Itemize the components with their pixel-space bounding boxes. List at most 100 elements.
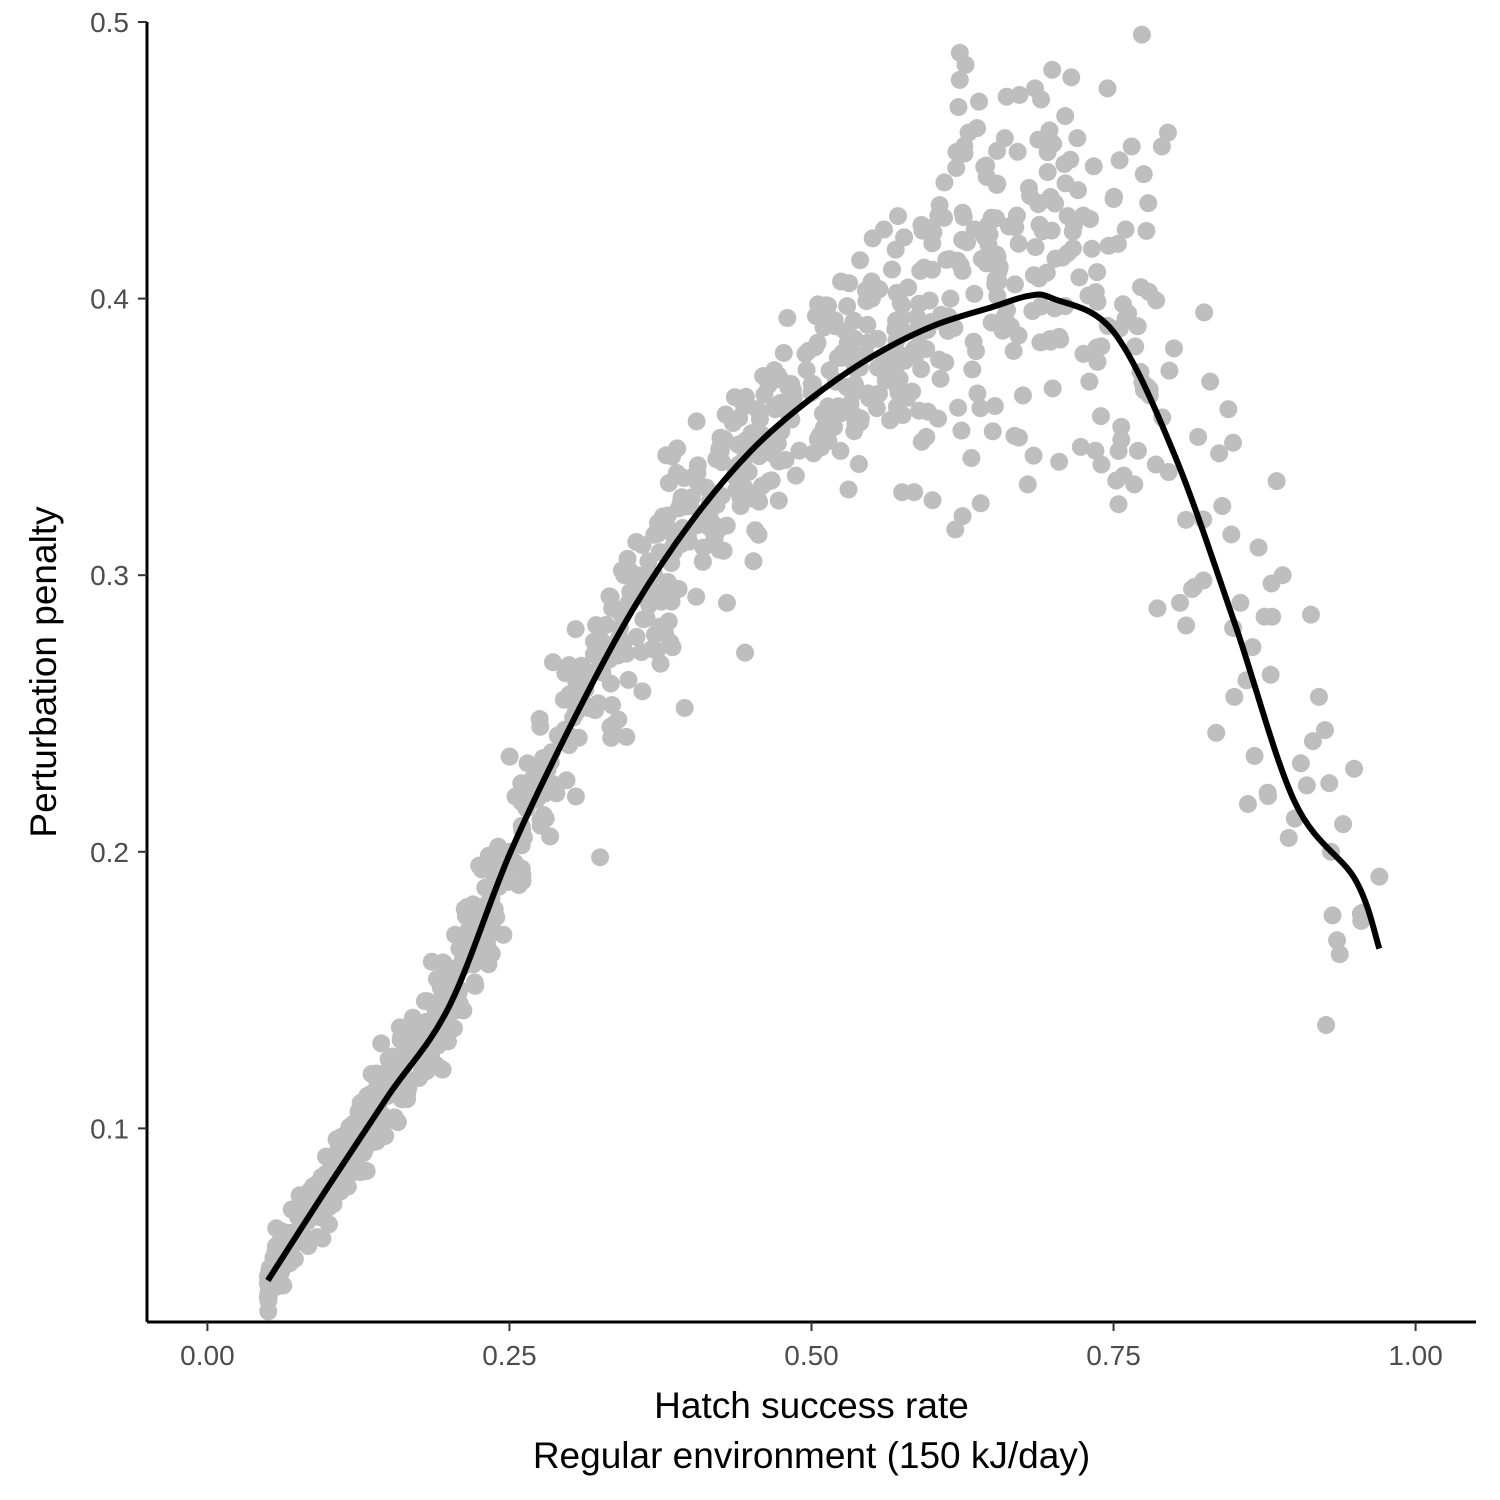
scatter-point [592, 631, 611, 650]
scatter-point [1170, 593, 1189, 612]
scatter-point [1098, 79, 1117, 98]
scatter-point [637, 609, 656, 628]
scatter-point [1069, 181, 1088, 200]
scatter-point [663, 638, 682, 657]
scatter-point [948, 251, 967, 270]
scatter-point [779, 378, 798, 397]
scatter-point [1370, 867, 1389, 886]
scatter-point [858, 385, 877, 404]
scatter-point [1013, 386, 1032, 405]
scatter-point [589, 694, 608, 713]
scatter-point [867, 399, 886, 418]
scatter-point [663, 447, 682, 466]
scatter-point [759, 376, 778, 395]
scatter-point [923, 491, 942, 510]
scatter-point [1114, 466, 1133, 485]
scatter-point [1238, 795, 1257, 814]
scatter-point [999, 217, 1018, 236]
scatter-point [714, 541, 733, 560]
scatter-point [1008, 142, 1027, 161]
scatter-point [938, 321, 957, 340]
scatter-point [1005, 275, 1024, 294]
scatter-point [958, 233, 977, 252]
scatter-point [883, 260, 902, 279]
scatter-point [753, 476, 772, 495]
scatter-point [1088, 263, 1107, 282]
scatter-point [1261, 665, 1280, 684]
scatter-point [889, 207, 908, 226]
x-tick-label: 1.00 [1388, 1340, 1443, 1371]
scatter-point [1062, 68, 1081, 87]
scatter-point [923, 260, 942, 279]
scatter-point [1301, 605, 1320, 624]
scatter-point [968, 384, 987, 403]
scatter-point [1207, 723, 1226, 742]
scatter-point [985, 397, 1004, 416]
scatter-point [1099, 236, 1118, 255]
scatter-point [601, 588, 620, 607]
scatter-point [1009, 234, 1028, 253]
scatter-point [658, 506, 677, 525]
scatter-point [1164, 339, 1183, 358]
scatter-point [482, 860, 501, 879]
scatter-point [971, 399, 990, 418]
scatter-point [534, 806, 553, 825]
x-axis-ticks: 0.00 0.25 0.50 0.75 1.00 [180, 1322, 1443, 1371]
scatter-point [531, 717, 550, 736]
scatter-point [857, 292, 876, 311]
scatter-point [1243, 638, 1262, 657]
scatter-point [367, 1064, 386, 1083]
scatter-point [313, 1229, 332, 1248]
scatter-point [905, 483, 924, 502]
scatter-point [401, 1072, 420, 1091]
scatter-point [708, 521, 727, 540]
scatter-point [1023, 302, 1042, 321]
scatter-point [806, 338, 825, 357]
scatter-point [1334, 815, 1353, 834]
scatter-point [1177, 616, 1196, 635]
scatter-point [1152, 137, 1171, 156]
scatter-point [797, 360, 816, 379]
scatter-point [863, 229, 882, 248]
scatter-point [688, 456, 707, 475]
y-tick-label: 0.4 [90, 284, 129, 315]
scatter-point [479, 955, 498, 974]
scatter-point [1137, 221, 1156, 240]
scatter-point [845, 329, 864, 348]
scatter-point [541, 827, 560, 846]
scatter-point [742, 424, 761, 443]
scatter-point [1030, 194, 1049, 213]
scatter-point [1189, 427, 1208, 446]
scatter-point [1004, 341, 1023, 360]
fit-curve-line [265, 291, 1383, 1283]
scatter-point [601, 717, 620, 736]
scatter-point [358, 1135, 377, 1154]
scatter-point [1110, 151, 1129, 170]
scatter-point [1043, 60, 1062, 79]
scatter-point [392, 1085, 411, 1104]
scatter-point [687, 412, 706, 431]
scatter-point [893, 406, 912, 425]
scatter-point [1038, 163, 1057, 182]
scatter-point [1024, 446, 1043, 465]
scatter-point [1084, 157, 1103, 176]
scatter-point [1279, 828, 1298, 847]
scatter-point [1010, 85, 1029, 104]
y-tick-label: 0.3 [90, 560, 129, 591]
scatter-point [1026, 238, 1045, 257]
scatter-point [978, 216, 997, 235]
scatter-point [1201, 372, 1220, 391]
scatter-point [700, 507, 719, 526]
scatter-point [1070, 268, 1089, 287]
scatter-point [680, 532, 699, 551]
scatter-point [769, 491, 788, 510]
scatter-point [465, 973, 484, 992]
scatter-point [1291, 754, 1310, 773]
scatter-point [886, 240, 905, 259]
scatter-point [433, 1028, 452, 1047]
scatter-point [1263, 607, 1282, 626]
scatter-point [543, 653, 562, 672]
scatter-point [930, 196, 949, 215]
scatter-point [949, 98, 968, 117]
